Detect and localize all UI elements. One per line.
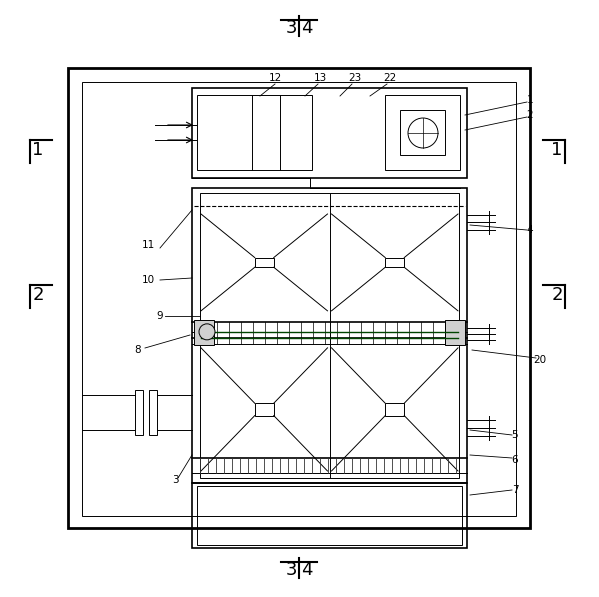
Bar <box>197 486 462 545</box>
Bar <box>68 68 530 528</box>
Text: 1: 1 <box>551 141 562 159</box>
Bar <box>255 257 274 267</box>
Text: 5: 5 <box>512 430 518 440</box>
Bar <box>255 403 274 416</box>
Circle shape <box>199 324 215 340</box>
Bar <box>197 95 312 170</box>
Text: 4: 4 <box>301 561 313 579</box>
Bar <box>192 88 467 178</box>
Text: 1: 1 <box>527 95 533 105</box>
Text: 3: 3 <box>172 475 179 485</box>
Bar <box>400 110 445 155</box>
Bar <box>385 95 460 170</box>
Text: 13: 13 <box>313 73 326 83</box>
Text: 3: 3 <box>285 561 297 579</box>
Text: 6: 6 <box>512 455 518 465</box>
Text: 7: 7 <box>512 485 518 495</box>
Bar <box>149 390 157 435</box>
Bar <box>385 403 404 416</box>
Text: 8: 8 <box>135 345 141 355</box>
Text: 12: 12 <box>268 73 282 83</box>
Bar <box>385 257 404 267</box>
Text: 22: 22 <box>383 73 397 83</box>
Bar <box>445 320 465 345</box>
Bar <box>82 82 516 516</box>
Bar <box>192 188 467 483</box>
Text: 2: 2 <box>32 286 44 304</box>
Text: 1: 1 <box>32 141 44 159</box>
Text: 10: 10 <box>141 275 155 285</box>
Bar <box>135 390 143 435</box>
Text: 2: 2 <box>527 110 533 120</box>
Text: 23: 23 <box>349 73 362 83</box>
Text: 20: 20 <box>534 355 546 365</box>
Bar <box>192 483 467 548</box>
Text: 4: 4 <box>301 19 313 37</box>
Bar <box>200 193 459 478</box>
Text: 3: 3 <box>285 19 297 37</box>
Text: 11: 11 <box>141 240 155 250</box>
Text: 9: 9 <box>157 311 164 321</box>
Text: 4: 4 <box>527 225 533 235</box>
Text: 2: 2 <box>551 286 562 304</box>
Bar <box>194 320 214 345</box>
